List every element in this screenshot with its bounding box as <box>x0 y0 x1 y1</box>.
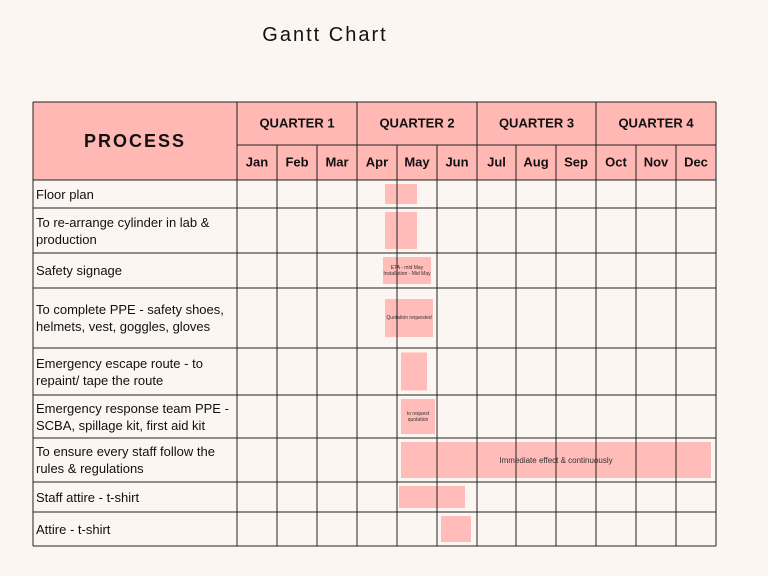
task-bar <box>401 352 427 391</box>
quarter-label: QUARTER 1 <box>259 116 334 131</box>
month-label: Jan <box>246 155 268 170</box>
month-label: May <box>404 155 430 170</box>
task-bar <box>385 299 433 337</box>
month-label: Jul <box>487 155 506 170</box>
task-bar <box>401 399 435 434</box>
quarter-label: QUARTER 4 <box>618 116 694 131</box>
month-label: Apr <box>366 155 388 170</box>
task-bar <box>385 212 417 249</box>
month-label: Oct <box>605 155 627 170</box>
task-label: Emergency escape route - to repaint/ tap… <box>36 355 203 388</box>
process-header: PROCESS <box>84 131 186 151</box>
task-label: Floor plan <box>36 186 94 202</box>
chart-title: Gantt Chart <box>262 24 388 46</box>
header-background <box>33 102 716 180</box>
task-label: Emergency response team PPE - SCBA, spil… <box>36 400 229 433</box>
month-label: Feb <box>285 155 308 170</box>
quarter-label: QUARTER 2 <box>379 116 454 131</box>
quarter-label: QUARTER 3 <box>499 116 574 131</box>
month-label: Aug <box>523 155 548 170</box>
task-bar <box>399 486 465 508</box>
month-label: Dec <box>684 155 708 170</box>
task-label: To complete PPE - safety shoes, helmets,… <box>36 302 224 334</box>
task-label: Safety signage <box>36 263 123 278</box>
task-bar <box>441 516 471 542</box>
task-bar <box>383 257 431 284</box>
month-label: Nov <box>644 155 669 170</box>
task-label: Staff attire - t-shirt <box>36 489 140 505</box>
task-label: To ensure every staff follow the rules &… <box>36 444 215 476</box>
task-label: To re-arrange cylinder in lab & producti… <box>36 214 210 247</box>
task-label: Attire - t-shirt <box>36 521 111 537</box>
month-label: Sep <box>564 155 588 170</box>
month-label: Jun <box>445 155 468 170</box>
month-label: Mar <box>325 155 348 170</box>
task-bar <box>385 184 417 204</box>
